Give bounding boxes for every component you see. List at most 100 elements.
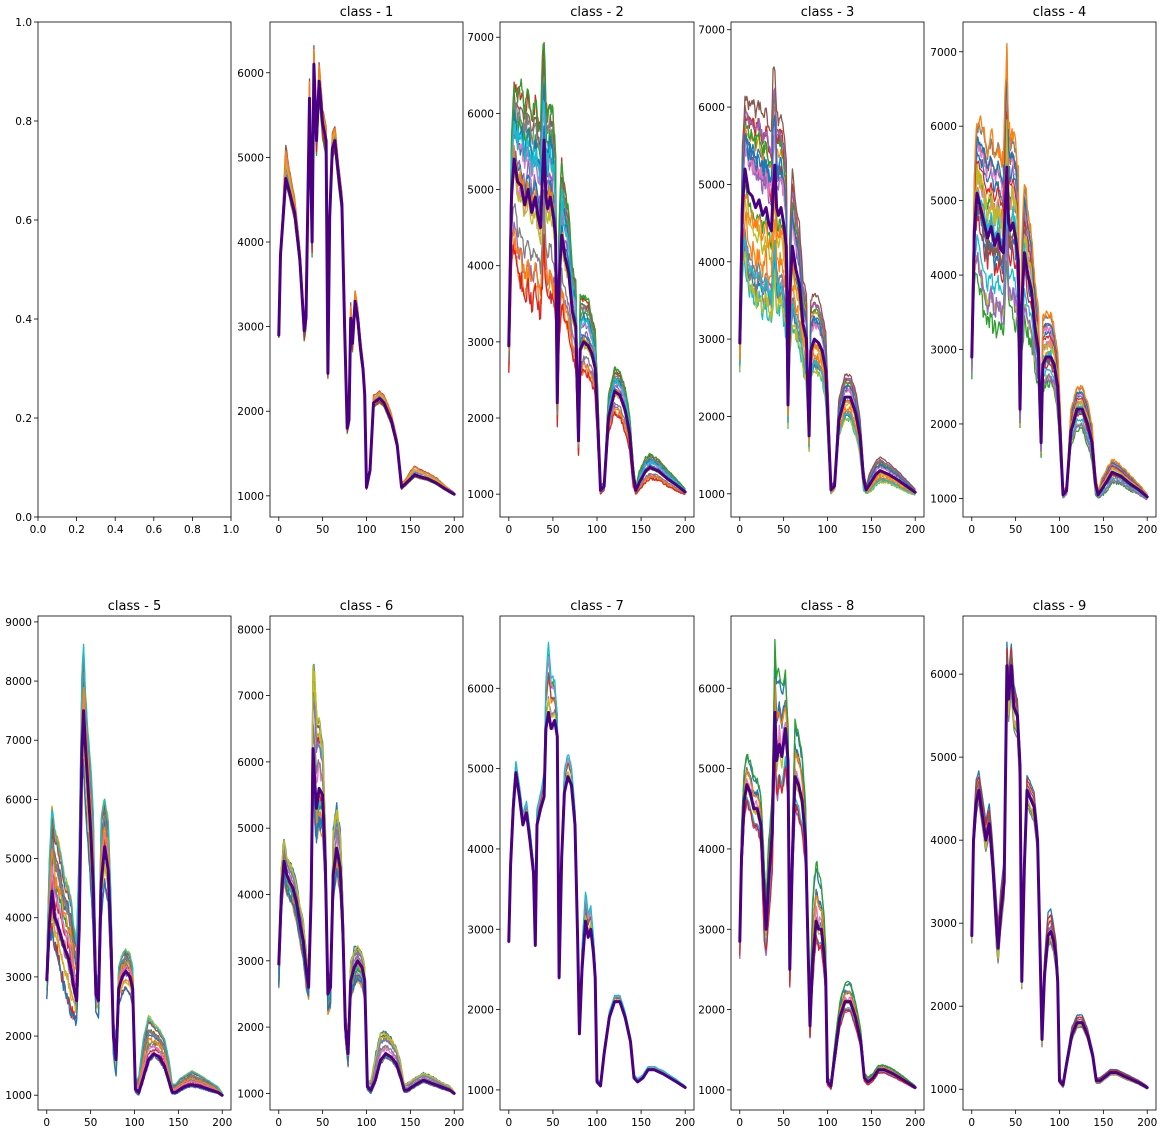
y-tick-label: 6000 [930, 669, 957, 681]
y-tick-label: 7000 [5, 735, 32, 747]
y-tick-label: 7000 [930, 47, 957, 59]
y-tick-label: 5000 [237, 152, 264, 164]
mean-series-line [277, 62, 456, 496]
x-tick-label: 50 [316, 1117, 329, 1129]
y-tick-label: 1.0 [15, 17, 32, 29]
y-tick-label: 3000 [237, 956, 264, 968]
y-tick-label: 3000 [930, 345, 957, 357]
y-tick-label: 4000 [930, 270, 957, 282]
series-group [45, 643, 224, 1097]
y-tick-label: 8000 [237, 624, 264, 636]
series-group [970, 641, 1149, 1090]
x-tick-label: 100 [587, 524, 607, 536]
y-tick-label: 1000 [698, 1085, 725, 1097]
series-group [277, 44, 456, 496]
series-group [507, 41, 687, 496]
y-tick-label: 6000 [5, 794, 32, 806]
x-tick-label: 0 [968, 1117, 975, 1129]
y-tick-label: 5000 [930, 752, 957, 764]
y-tick-label: 1000 [930, 493, 957, 505]
y-tick-label: 8000 [5, 676, 32, 688]
mean-series-line [507, 710, 687, 1089]
x-tick-label: 150 [1093, 524, 1113, 536]
x-tick-label: 50 [546, 1117, 559, 1129]
y-tick-label: 5000 [698, 179, 725, 191]
y-tick-label: 3000 [237, 322, 264, 334]
chart-panel-3: class - 3 0 50 100 150 200 1000 2000 3000 4000 500… [698, 5, 925, 536]
y-tick-label: 1000 [467, 489, 494, 501]
panel-title: class - 3 [801, 5, 855, 20]
y-tick-label: 2000 [698, 1005, 725, 1017]
x-tick-label: 150 [861, 1117, 881, 1129]
y-tick-label: 4000 [698, 844, 725, 856]
x-tick-label: 0 [275, 1117, 282, 1129]
y-tick-label: 5000 [930, 196, 957, 208]
y-tick-label: 2000 [237, 1022, 264, 1034]
y-tick-label: 5000 [698, 764, 725, 776]
y-tick-label: 3000 [5, 972, 32, 984]
panel-title: class - 2 [570, 5, 624, 20]
y-tick-label: 7000 [237, 691, 264, 703]
y-tick-label: 2000 [930, 1001, 957, 1013]
x-tick-label: 200 [675, 524, 695, 536]
chart-panel-1: class - 1 0 50 100 150 200 1000 2000 3000 4000 500… [237, 5, 464, 536]
mean-series-line [507, 138, 687, 494]
panel-title: class - 6 [340, 599, 394, 614]
x-tick-label: 200 [905, 1117, 925, 1129]
y-tick-label: 6000 [698, 102, 725, 114]
chart-panel-6: class - 6 0 50 100 150 200 1000 2000 3000 4000 500… [237, 599, 464, 1129]
y-tick-label: 2000 [467, 1005, 494, 1017]
mean-series-line [738, 163, 917, 494]
chart-panel-9: class - 9 0 50 100 150 200 1000 2000 3000 4000 500… [930, 599, 1157, 1129]
y-tick-label: 4000 [5, 913, 32, 925]
x-tick-label: 200 [1137, 524, 1157, 536]
chart-panel-2: class - 2 0 50 100 150 200 1000 2000 3000 4000 500… [467, 5, 695, 536]
y-tick-label: 5000 [237, 823, 264, 835]
x-tick-label: 100 [1049, 1117, 1069, 1129]
y-tick-label: 3000 [467, 337, 494, 349]
panel-title: class - 4 [1033, 5, 1087, 20]
background-series-line [739, 228, 916, 495]
y-tick-label: 9000 [5, 617, 32, 629]
series-group [277, 663, 456, 1096]
y-tick-label: 6000 [930, 121, 957, 133]
x-tick-label: 50 [777, 1117, 790, 1129]
x-tick-label: 150 [400, 1117, 420, 1129]
x-tick-label: 0 [736, 524, 743, 536]
mean-series-line [45, 709, 224, 1097]
x-tick-label: 150 [168, 1117, 188, 1129]
y-tick-label: 3000 [930, 918, 957, 930]
background-series-line [739, 197, 916, 494]
x-tick-label: 0.6 [145, 524, 162, 536]
background-series-line [739, 748, 916, 1090]
y-tick-label: 4000 [467, 844, 494, 856]
y-tick-label: 6000 [467, 683, 494, 695]
x-tick-label: 200 [212, 1117, 232, 1129]
series-group [507, 641, 687, 1089]
y-tick-label: 2000 [237, 406, 264, 418]
x-tick-label: 0 [505, 524, 512, 536]
y-tick-label: 0.8 [15, 116, 32, 128]
y-tick-label: 1000 [467, 1085, 494, 1097]
background-series-line [739, 190, 916, 494]
mean-series-line [277, 747, 456, 1095]
x-tick-label: 50 [1009, 1117, 1022, 1129]
panel-title: class - 8 [801, 599, 855, 614]
x-tick-label: 200 [1137, 1117, 1157, 1129]
x-tick-label: 100 [587, 1117, 607, 1129]
y-tick-label: 5000 [5, 854, 32, 866]
background-series-line [508, 205, 686, 495]
y-tick-label: 5000 [467, 185, 494, 197]
x-tick-label: 100 [1049, 524, 1069, 536]
y-tick-label: 7000 [698, 25, 725, 37]
y-tick-label: 7000 [467, 32, 494, 44]
x-tick-label: 0 [43, 1117, 50, 1129]
x-tick-label: 50 [84, 1117, 97, 1129]
mean-series-line [738, 710, 917, 1089]
y-tick-label: 1000 [930, 1084, 957, 1096]
x-tick-label: 50 [1009, 524, 1022, 536]
y-tick-label: 2000 [930, 419, 957, 431]
panel-title: class - 9 [1033, 599, 1087, 614]
background-series-line [508, 43, 686, 490]
